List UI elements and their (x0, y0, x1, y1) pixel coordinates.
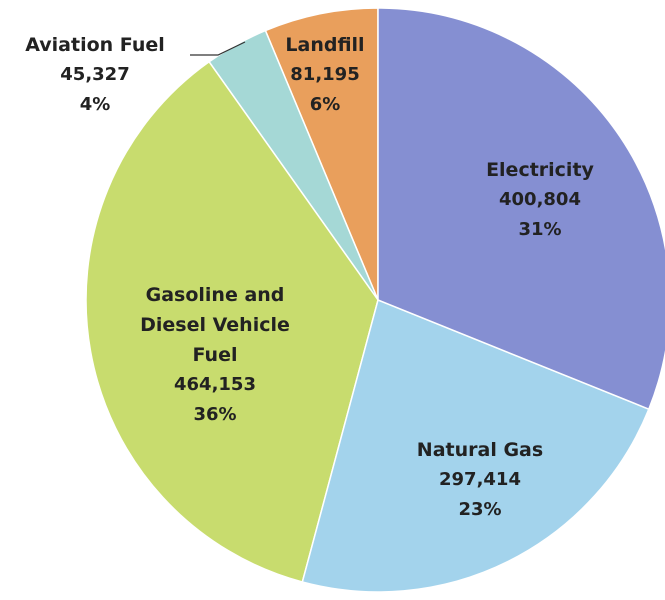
slice-label: Natural Gas 297,414 23% (380, 435, 580, 525)
category-label: Landfill (285, 34, 365, 56)
value-label: 400,804 (499, 189, 581, 210)
pie-slice (301, 298, 650, 593)
slice-label: Landfill 81,195 6% (265, 30, 385, 120)
pie-slice (85, 60, 379, 583)
pie-slice (264, 7, 379, 301)
percent-label: 31% (518, 219, 562, 240)
category-label: Electricity (486, 159, 594, 181)
slice-label: Electricity 400,804 31% (440, 155, 640, 245)
value-label: 297,414 (439, 469, 521, 490)
slice-label: Gasoline and Diesel Vehicle Fuel 464,153 3… (115, 280, 315, 430)
category-label: Aviation Fuel (25, 34, 165, 56)
percent-label: 36% (193, 404, 237, 425)
value-label: 464,153 (174, 374, 256, 395)
percent-label: 4% (79, 94, 111, 115)
leader-line (190, 41, 246, 56)
category-label: Natural Gas (416, 439, 544, 461)
pie-slice (377, 7, 665, 411)
value-label: 45,327 (60, 64, 130, 85)
percent-label: 23% (458, 499, 502, 520)
value-label: 81,195 (290, 64, 360, 85)
slice-label: Aviation Fuel 45,327 4% (5, 30, 185, 120)
category-label: Gasoline and Diesel Vehicle Fuel (140, 284, 290, 366)
percent-label: 6% (309, 94, 341, 115)
